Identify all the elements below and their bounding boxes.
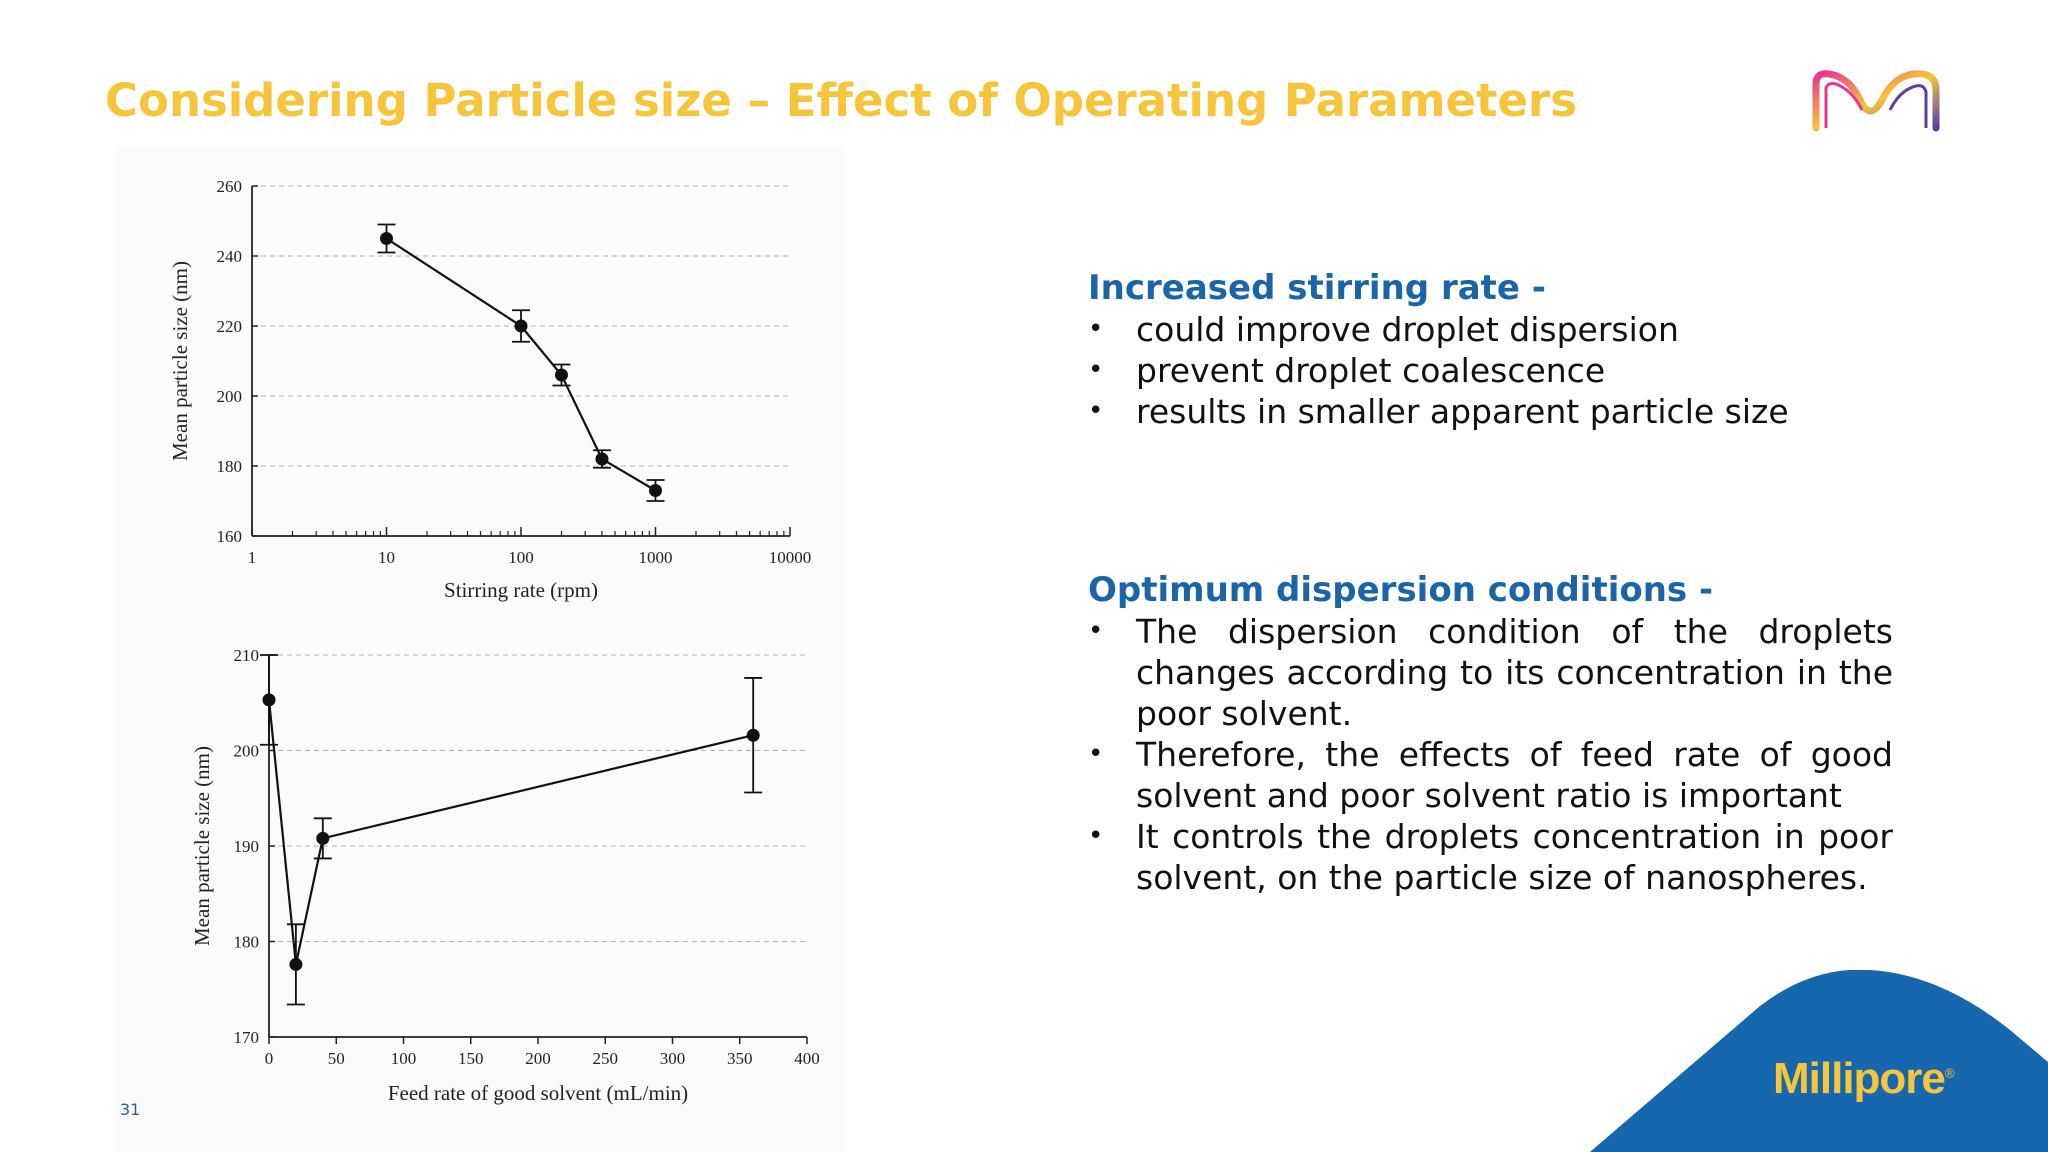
y-tick-label: 160	[217, 527, 243, 546]
y-axis-title: Mean particle size (nm)	[168, 261, 192, 461]
bullet-text: prevent droplet coalescence	[1136, 351, 1606, 390]
x-axis-title: Stirring rate (rpm)	[444, 578, 598, 602]
slide-title: Considering Particle size – Effect of Op…	[105, 74, 1577, 127]
data-point	[262, 693, 276, 707]
feed-rate-chart: 170 180 190 200 210 0 50 100 150 200 250 300 350 400 F…	[190, 646, 820, 1105]
data-point	[554, 368, 568, 382]
brand-m-logo	[1812, 70, 1940, 132]
data-point	[316, 831, 330, 845]
y-tick-label: 180	[234, 933, 260, 952]
bullet-item: • prevent droplet coalescence	[1088, 351, 1606, 390]
x-tick-label: 100	[508, 548, 534, 567]
bullet-text: It controls the droplets concentration i…	[1136, 817, 1893, 897]
x-tick-label: 1000	[639, 548, 673, 567]
bullet-item: • results in smaller apparent particle si…	[1088, 392, 1789, 431]
x-tick-label: 250	[593, 1049, 619, 1068]
data-point	[649, 484, 662, 497]
registered-mark: ®	[1944, 1065, 1955, 1081]
y-tick-label: 200	[217, 387, 243, 406]
section-heading: Optimum dispersion conditions -	[1088, 570, 1714, 610]
bullet-item: • Therefore, the effects of feed rate of …	[1088, 735, 1893, 815]
data-point	[380, 232, 393, 245]
data-point	[595, 452, 609, 466]
x-tick-label: 150	[458, 1049, 484, 1068]
brand-blue-shape	[1590, 970, 2048, 1152]
bullet-list: • The dispersion condition of the droplet…	[1088, 611, 1893, 898]
x-tick-label: 200	[525, 1049, 551, 1068]
x-tick-label: 0	[265, 1049, 274, 1068]
data-point	[514, 319, 528, 333]
brand-text: Millipore	[1773, 1054, 1946, 1103]
x-axis-title: Feed rate of good solvent (mL/min)	[388, 1081, 688, 1105]
chart-panel: 160 180 200 220 240 260 1 10 100 1000 10000 Stirrin…	[115, 146, 845, 1152]
bullet-text: could improve droplet dispersion	[1136, 310, 1679, 349]
stirring-rate-chart: 160 180 200 220 240 260 1 10 100 1000 10000 Stirrin…	[168, 177, 812, 602]
series-line	[267, 699, 754, 965]
bullet-item: • The dispersion condition of the droplet…	[1088, 612, 1893, 733]
y-tick-label: 210	[234, 646, 260, 665]
x-tick-label: 300	[660, 1049, 686, 1068]
y-tick-label: 240	[217, 247, 243, 266]
bullet-list: • could improve droplet dispersion • preve…	[1088, 309, 1893, 432]
data-point	[289, 957, 303, 971]
x-tick-label: 350	[727, 1049, 753, 1068]
bullet-item: • It controls the droplets concentration…	[1088, 817, 1893, 897]
x-tick-label: 100	[391, 1049, 417, 1068]
brand-name: Millipore®	[1773, 1054, 1954, 1104]
y-tick-label: 170	[234, 1028, 260, 1047]
y-tick-label: 180	[217, 457, 243, 476]
stirring-rate-notes: Increased stirring rate - • could improve…	[1088, 268, 1893, 432]
bullet-text: results in smaller apparent particle siz…	[1136, 392, 1789, 431]
y-tick-label: 220	[217, 317, 243, 336]
y-tick-label: 190	[234, 837, 260, 856]
x-tick-label: 10000	[769, 548, 812, 567]
section-heading: Increased stirring rate -	[1088, 268, 1546, 308]
page-number: 31	[120, 1100, 141, 1119]
x-tick-label: 1	[248, 548, 257, 567]
bullet-item: • could improve droplet dispersion	[1088, 310, 1679, 349]
x-tick-label: 10	[378, 548, 395, 567]
y-tick-label: 260	[217, 177, 243, 196]
data-point	[746, 728, 760, 742]
x-tick-label: 400	[794, 1049, 820, 1068]
x-tick-label: 50	[328, 1049, 345, 1068]
dispersion-notes: Optimum dispersion conditions - • The dis…	[1088, 570, 1893, 898]
y-axis-title: Mean particle size (nm)	[190, 746, 214, 946]
bullet-text: The dispersion condition of the droplets…	[1136, 612, 1893, 733]
y-tick-label: 200	[234, 742, 260, 761]
bullet-text: Therefore, the effects of feed rate of g…	[1136, 735, 1893, 815]
